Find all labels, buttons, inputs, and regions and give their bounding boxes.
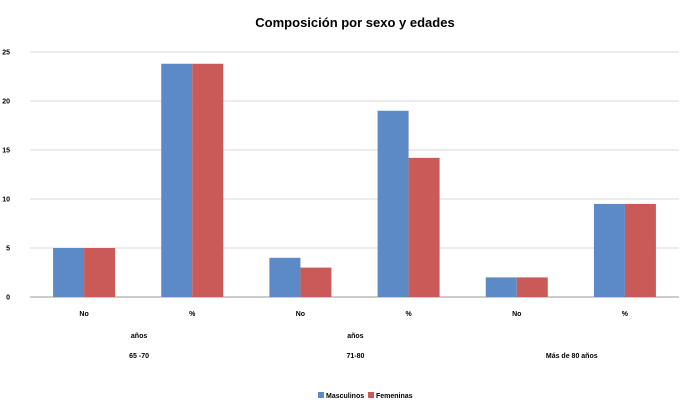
- x-tick-label: No: [296, 311, 305, 318]
- bar-femeninas-0: [84, 248, 116, 297]
- x-tick-label: %: [622, 311, 629, 318]
- legend-label-masculinos: Masculinos: [326, 393, 364, 400]
- legend: Masculinos Femeninas: [318, 392, 413, 400]
- bar-masculinos-2: [269, 257, 301, 297]
- chart-title: Composición por sexo y edades: [255, 15, 454, 30]
- gridlines: [30, 51, 679, 298]
- group-label: 65 -70: [129, 353, 149, 360]
- y-tick-label: 10: [2, 197, 10, 204]
- group-label-top: años: [347, 333, 363, 340]
- bar-masculinos-3: [377, 110, 409, 297]
- bar-masculinos-4: [485, 277, 517, 297]
- bar-masculinos-1: [161, 63, 193, 298]
- bars: [53, 63, 656, 298]
- legend-swatch-masculinos: [318, 392, 324, 398]
- bar-masculinos-5: [593, 203, 625, 297]
- group-label: 71-80: [346, 353, 364, 360]
- y-tick-label: 25: [2, 50, 10, 57]
- bar-femeninas-1: [192, 63, 224, 298]
- x-tick-label: %: [405, 311, 412, 318]
- y-tick-label: 20: [2, 99, 10, 106]
- category-groups: años 65 -70 años 71-80 Más de 80 años: [129, 333, 598, 360]
- legend-label-femeninas: Femeninas: [376, 393, 413, 400]
- bar-femeninas-5: [624, 203, 656, 297]
- x-tick-label: No: [79, 311, 88, 318]
- bar-femeninas-3: [408, 157, 440, 297]
- bar-masculinos-0: [53, 248, 85, 297]
- x-tick-label: %: [189, 311, 196, 318]
- y-tick-label: 15: [2, 148, 10, 155]
- group-label-top: años: [131, 333, 147, 340]
- bar-femeninas-2: [300, 267, 332, 297]
- y-axis-ticks: 0 5 10 15 20 25: [2, 50, 10, 302]
- x-axis-ticks: No% No% No%: [79, 311, 628, 318]
- y-tick-label: 0: [6, 295, 10, 302]
- bar-femeninas-4: [516, 277, 548, 297]
- y-tick-label: 5: [6, 246, 10, 253]
- group-label: Más de 80 años: [546, 353, 598, 360]
- x-tick-label: No: [512, 311, 521, 318]
- legend-swatch-femeninas: [368, 392, 374, 398]
